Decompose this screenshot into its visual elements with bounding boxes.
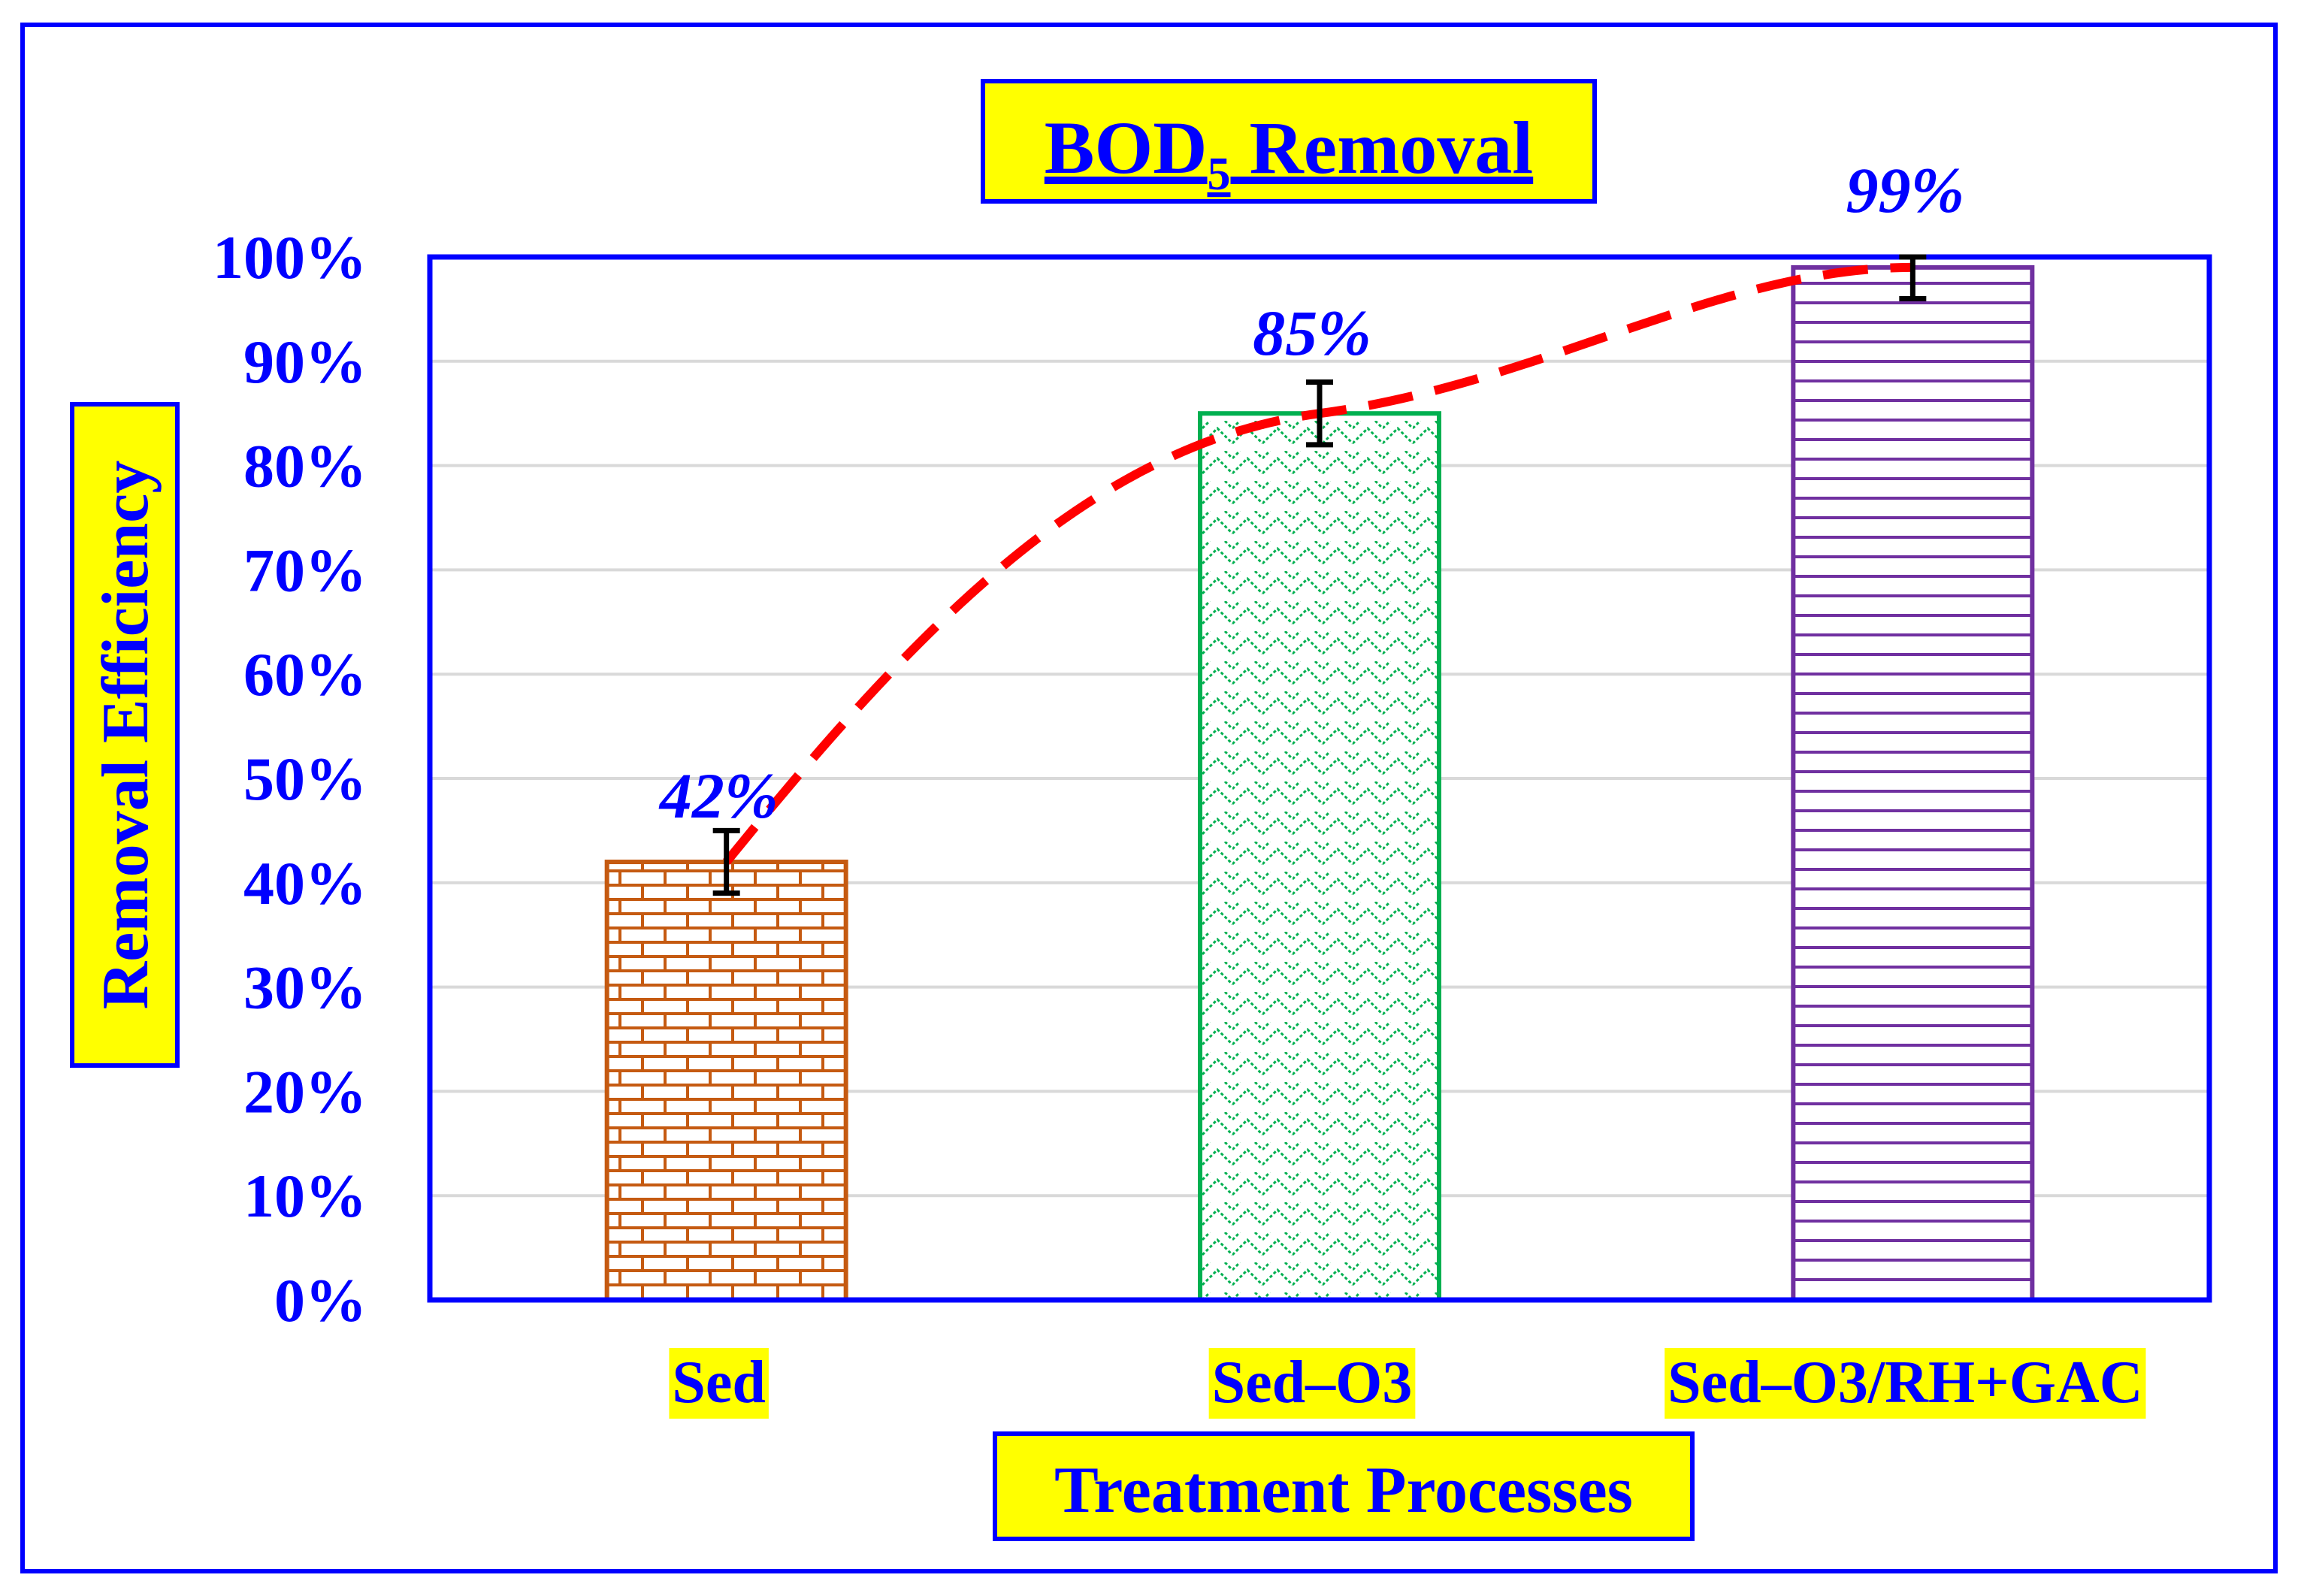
x-axis-title-box [993, 1431, 1695, 1541]
x-axis-title: Treatment Processes [1054, 1454, 1633, 1527]
y-tick-label: 100% [213, 223, 367, 292]
data-label: 85% [1253, 297, 1371, 369]
data-label: 99% [1846, 154, 1965, 226]
y-tick-label: 60% [243, 640, 367, 709]
y-axis-title: Removal Efficiency [89, 461, 162, 1010]
bar [1198, 411, 1441, 1303]
svg-text:Sed–O3: Sed–O3 [1212, 1350, 1413, 1416]
y-tick-label: 40% [243, 849, 367, 917]
y-tick-label: 70% [243, 536, 367, 604]
category-label: Sed–O3 [1208, 1348, 1416, 1419]
data-label: 42% [658, 760, 779, 832]
category-labels: Sed Sed–O3 Sed–O3/RH+GAC [669, 1348, 2146, 1419]
svg-text:Sed: Sed [672, 1350, 766, 1416]
bar [604, 860, 848, 1303]
y-tick-label: 50% [243, 745, 367, 813]
y-axis-title-box [70, 402, 180, 1068]
chart-title: BOD5 Removal [1045, 106, 1533, 200]
y-tick-label: 10% [243, 1162, 367, 1230]
title-box [981, 79, 1597, 204]
svg-text:Sed–O3/RH+GAC: Sed–O3/RH+GAC [1668, 1350, 2142, 1416]
error-bars [712, 254, 1927, 896]
y-tick-label: 80% [243, 432, 367, 500]
trendline [723, 262, 1913, 865]
error-bar [1899, 254, 1927, 302]
trendline-path [723, 262, 1913, 865]
error-bar [712, 827, 740, 896]
y-tick-label: 90% [243, 328, 367, 396]
y-tick-label: 30% [243, 954, 367, 1022]
y-tick-labels: 0% 10% 20% 30% 40% 50% 60% 70% 80% 90% 100% [213, 223, 367, 1335]
y-tick-label: 0% [274, 1266, 367, 1335]
bar [1791, 264, 2035, 1302]
plot-area [427, 254, 2212, 1303]
data-labels: 42% 85% 99% [658, 154, 1964, 832]
category-label: Sed [669, 1348, 769, 1419]
y-tick-label: 20% [243, 1057, 367, 1126]
error-bar [1306, 379, 1333, 448]
category-label: Sed–O3/RH+GAC [1665, 1348, 2146, 1419]
